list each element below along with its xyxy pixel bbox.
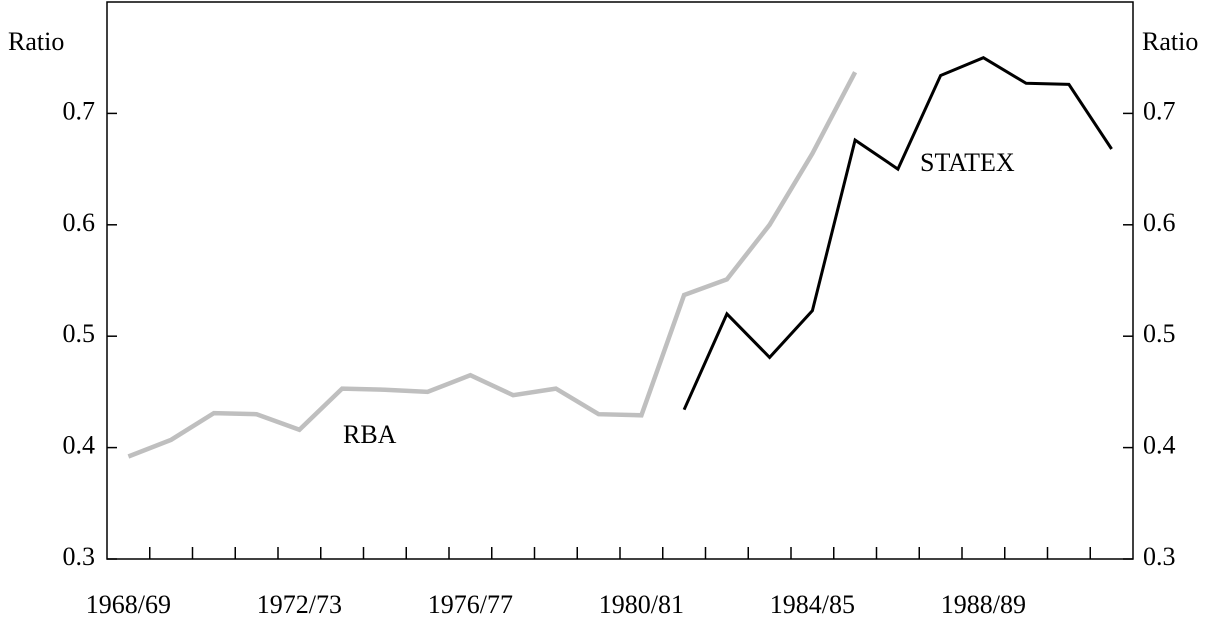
y-tick-label: 0.3 (63, 542, 96, 571)
series-line (127, 71, 858, 459)
y-tick-label: 0.5 (63, 319, 96, 348)
plot-frame (106, 1, 1134, 560)
x-tick-label: 1980/81 (599, 590, 684, 619)
y2-tick-label: 0.6 (1143, 208, 1176, 237)
y-axis-label: Ratio (8, 27, 64, 56)
y2-tick-label: 0.3 (1143, 542, 1176, 571)
series-label: RBA (343, 420, 397, 449)
y2-axis-label: Ratio (1142, 27, 1198, 56)
x-tick-label: 1968/69 (86, 590, 171, 619)
y-tick-label: 0.6 (63, 208, 96, 237)
y-tick-label: 0.7 (63, 96, 96, 125)
x-tick-label: 1972/73 (257, 590, 342, 619)
series-label: STATEX (920, 148, 1015, 177)
y2-tick-label: 0.4 (1143, 431, 1176, 460)
y-tick-label: 0.4 (63, 431, 96, 460)
x-tick-label: 1976/77 (428, 590, 513, 619)
y2-tick-label: 0.5 (1143, 319, 1176, 348)
x-tick-label: 1988/89 (941, 590, 1026, 619)
x-tick-label: 1984/85 (770, 590, 855, 619)
y2-tick-label: 0.7 (1143, 96, 1176, 125)
series-line (682, 56, 1113, 411)
